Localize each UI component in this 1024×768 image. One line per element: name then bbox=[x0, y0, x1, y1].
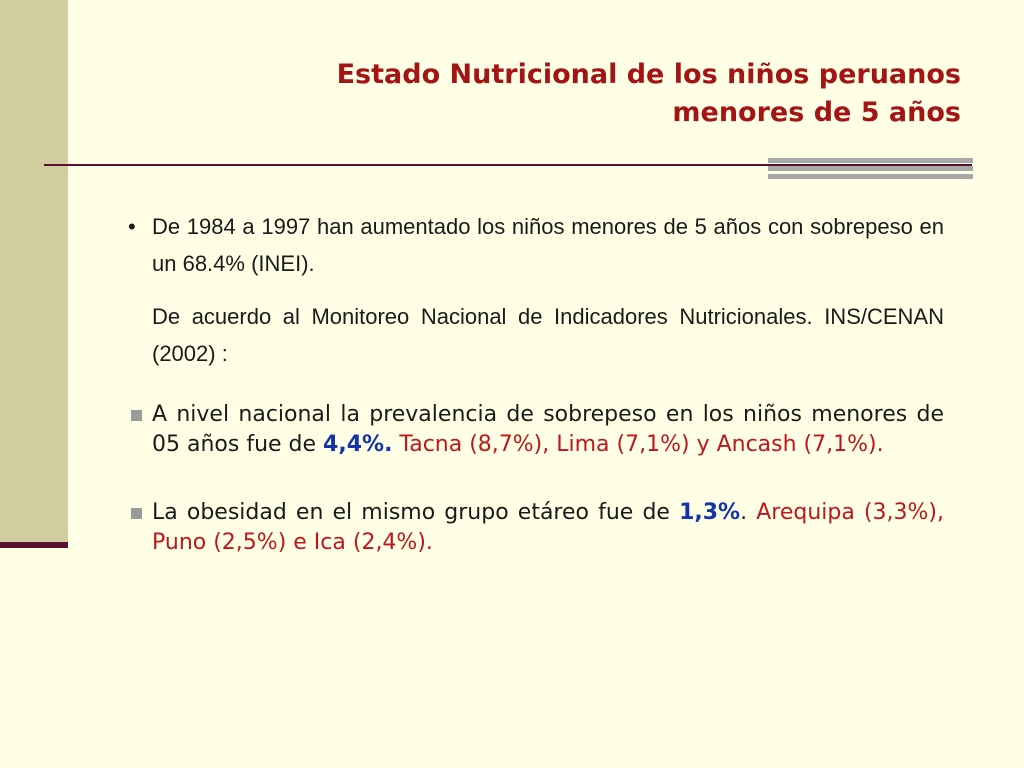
slide-body: • De 1984 a 1997 han aumentado los niños … bbox=[128, 208, 944, 558]
sub-1-regions: Tacna (8,7%), Lima (7,1%) y Ancash (7,1%… bbox=[392, 432, 884, 457]
bullet-1-text: De 1984 a 1997 han aumentado los niños m… bbox=[152, 214, 944, 276]
paragraph-monitoreo: De acuerdo al Monitoreo Nacional de Indi… bbox=[152, 304, 944, 366]
side-band bbox=[0, 0, 68, 545]
sub-1-highlight: 4,4%. bbox=[323, 432, 393, 457]
sub-2-text: La obesidad en el mismo grupo etáreo fue… bbox=[152, 500, 680, 525]
sub-1-text: A nivel nacional la prevalencia de sobre… bbox=[152, 402, 944, 457]
square-bullet-icon bbox=[131, 508, 142, 519]
sub-bullet-obesidad: La obesidad en el mismo grupo etáreo fue… bbox=[128, 498, 944, 558]
square-bullet-icon bbox=[131, 410, 142, 421]
slide-title: Estado Nutricional de los niños peruanos… bbox=[161, 56, 961, 132]
sub-2-highlight: 1,3% bbox=[679, 500, 741, 525]
title-divider bbox=[44, 164, 972, 166]
title-line-2: menores de 5 años bbox=[672, 97, 961, 128]
divider-stripe-bottom bbox=[768, 174, 973, 179]
bullet-paragraph-1: • De 1984 a 1997 han aumentado los niños … bbox=[128, 208, 944, 282]
sub-2-regions: Arequipa (3,3%), Puno (2,5%) e Ica (2,4%… bbox=[152, 500, 944, 555]
bullet-dot-icon: • bbox=[128, 214, 136, 239]
side-band-accent-line bbox=[0, 542, 68, 548]
title-line-1: Estado Nutricional de los niños peruanos bbox=[336, 59, 961, 90]
divider-stripe-middle bbox=[768, 166, 973, 171]
sub-bullet-sobrepeso: A nivel nacional la prevalencia de sobre… bbox=[128, 400, 944, 460]
divider-stripe-top bbox=[768, 158, 973, 163]
sub-2-after: . bbox=[740, 500, 757, 525]
